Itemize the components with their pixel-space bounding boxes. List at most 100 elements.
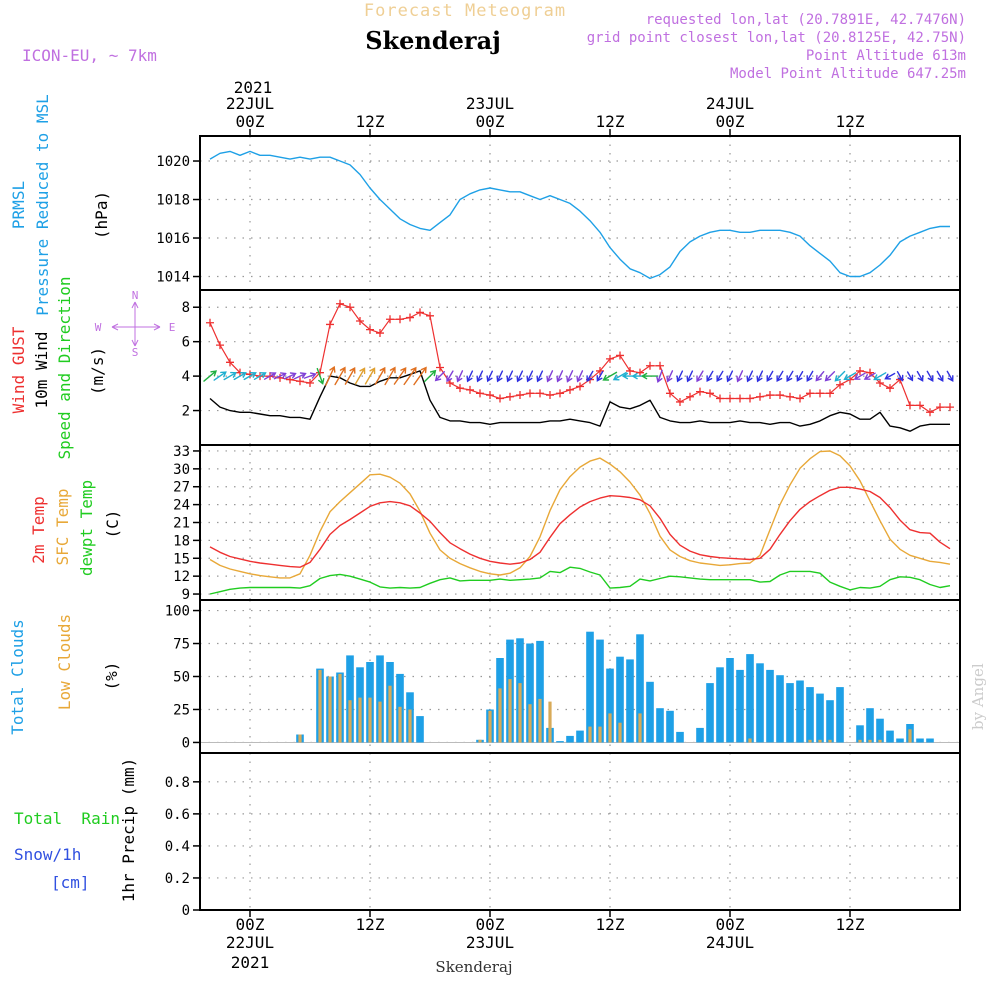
wind-arrow: [243, 372, 257, 381]
pressure-unit-label: (hPa): [92, 191, 111, 239]
wind-arrow: [516, 370, 524, 383]
gust-point: [526, 389, 534, 398]
low-cloud-bar: [858, 739, 862, 743]
wind-arrow: [586, 370, 594, 383]
top-tick-label-1: 12Z: [356, 112, 385, 131]
model-name: ICON-EU, ~ 7km: [22, 46, 157, 65]
total-cloud-bar: [886, 730, 894, 743]
ytick-label-temperature-6: 27: [173, 480, 190, 496]
gust-point: [916, 401, 924, 410]
ytick-label-pressure-2: 1018: [156, 193, 190, 209]
wind-arrow: [233, 372, 247, 381]
low-cloud-bar: [868, 739, 872, 743]
footer-location: Skenderaj: [435, 958, 512, 976]
series-dewpt-temp: [209, 566, 951, 595]
wind-arrow: [612, 371, 627, 381]
prmsl-label: PRMSL: [9, 181, 28, 229]
low-cloud-bar: [408, 709, 412, 743]
gust-point: [926, 408, 934, 417]
gust-point: [686, 392, 694, 401]
low-cloud-bar: [338, 673, 342, 743]
total-cloud-bar: [926, 738, 934, 743]
wind-arrow: [834, 370, 846, 382]
low-cloud-bar: [358, 697, 362, 743]
total-cloud-bar: [826, 700, 834, 743]
ytick-label-temperature-0: 9: [182, 587, 190, 603]
wind-arrow: [576, 370, 584, 383]
total-cloud-bar: [916, 738, 924, 743]
total-cloud-bar: [626, 659, 634, 743]
wind-arrow: [434, 371, 445, 382]
total-cloud-bar: [736, 669, 744, 743]
wind-arrow: [374, 366, 386, 385]
ytick-label-precip-1: 0.2: [165, 871, 190, 887]
gust-point: [756, 392, 764, 401]
total-cloud-bar: [856, 725, 864, 743]
panel-pressure: 1014 1016 1018 1020: [156, 136, 960, 290]
series-sfc-temp: [209, 450, 951, 579]
wind-arrow: [824, 371, 836, 382]
snow-unit-label: [cm]: [51, 873, 90, 892]
low-cloud-bar: [548, 701, 552, 743]
wind-arrow: [796, 370, 804, 382]
total-cloud-bar: [746, 654, 754, 743]
total-cloud-bar: [786, 683, 794, 743]
wind-arrow: [640, 372, 659, 380]
low-cloud-bar: [538, 698, 542, 743]
wind-arrow: [946, 370, 954, 382]
total-cloud-bar: [656, 708, 664, 743]
low-cloud-bar: [618, 722, 622, 743]
low-cloud-bar: [398, 706, 402, 743]
panel-precip: 0 0.2 0.4 0.6 0.8: [165, 753, 960, 919]
gust-point: [886, 384, 894, 393]
total-cloud-bar: [836, 687, 844, 743]
wind-arrow: [526, 370, 534, 383]
wind-unit-label: (m/s): [88, 347, 107, 395]
wind-arrow: [726, 370, 734, 383]
compass-w: W: [95, 321, 102, 334]
total-cloud-bar: [556, 741, 564, 743]
series-2m-temp: [209, 486, 951, 568]
gust-point: [296, 377, 304, 386]
gust-point: [396, 315, 404, 324]
gust-point: [806, 389, 814, 398]
top-tick-label-0: 00Z: [236, 112, 265, 131]
wind-arrow: [423, 369, 437, 383]
gust-point: [216, 341, 224, 350]
wind-arrow: [303, 372, 317, 379]
gust-point: [336, 299, 344, 308]
wind-arrow: [446, 370, 454, 383]
bottom-tick-label-5: 12Z: [836, 915, 865, 934]
total-cloud-bar: [536, 640, 544, 743]
total-cloud-bar: [806, 687, 814, 743]
low-cloud-bar: [508, 679, 512, 743]
gust-point: [606, 354, 614, 363]
location-title: Skenderaj: [365, 26, 501, 55]
wind-arrow: [746, 370, 754, 383]
wind-arrow: [354, 367, 366, 385]
low-cloud-bar: [598, 726, 602, 743]
gust-point: [816, 389, 824, 398]
gust-point: [866, 368, 874, 377]
low-cloud-bar: [608, 713, 612, 743]
low-cloud-bar: [298, 734, 302, 743]
ytick-label-wind-1: 4: [182, 369, 190, 385]
low-cloud-bar: [378, 701, 382, 743]
wind-arrow: [316, 367, 325, 385]
gust-point: [726, 394, 734, 403]
gust-point: [366, 325, 374, 334]
gust-point: [876, 379, 884, 387]
ytick-label-temperature-4: 21: [173, 516, 190, 532]
wind-arrow: [325, 365, 336, 386]
wind-arrow: [384, 366, 396, 386]
wind-arrow: [853, 372, 866, 380]
low-cloud-bar: [748, 738, 752, 743]
panel-wind: 2 4 6 8: [182, 290, 960, 445]
wind-arrow: [696, 370, 704, 383]
wind-arrow: [766, 370, 774, 382]
gust-point: [466, 385, 474, 394]
gust-point: [856, 366, 864, 375]
gust-point: [556, 389, 564, 398]
